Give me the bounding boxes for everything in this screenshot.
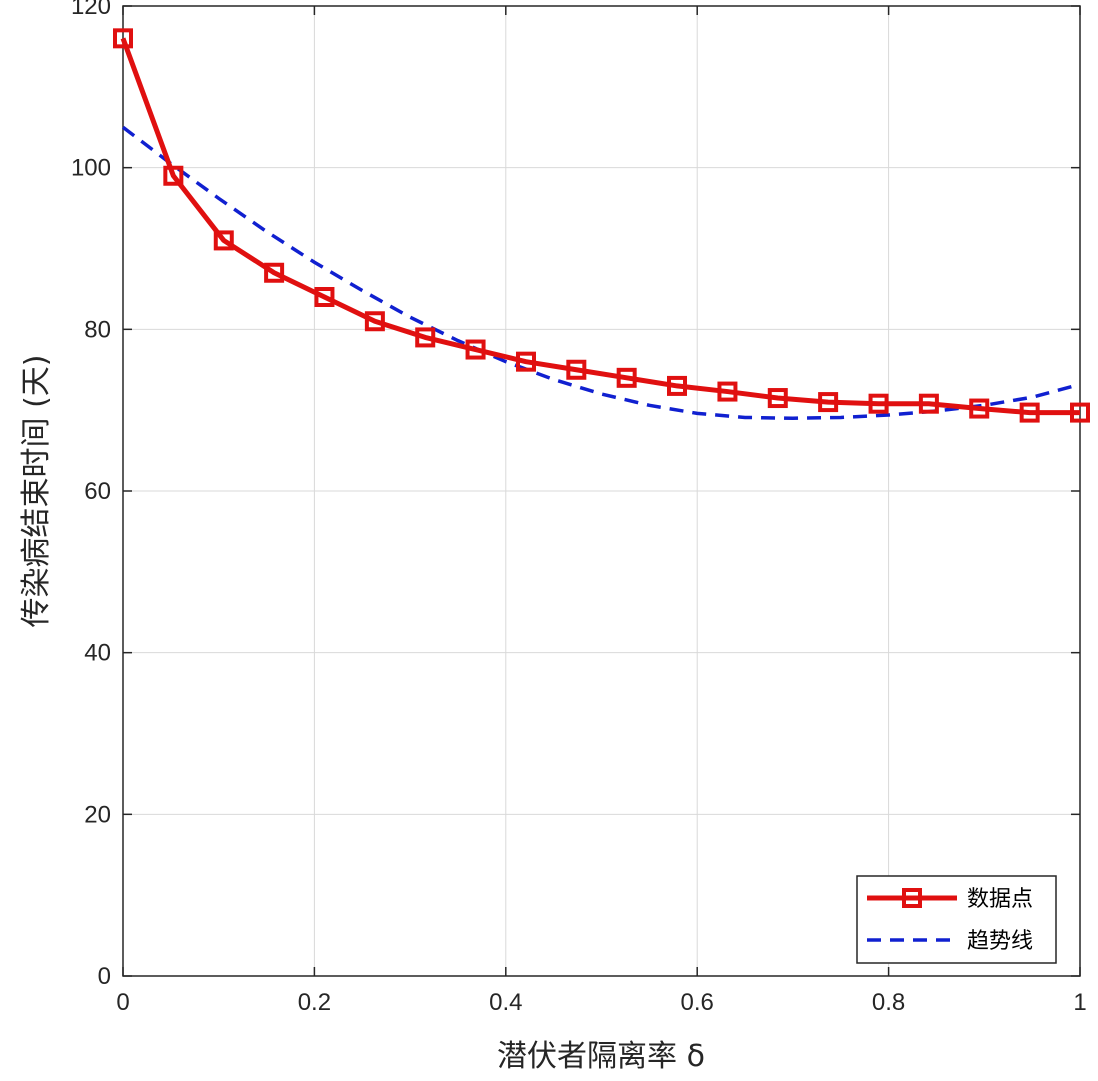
- data-point-marker: [113, 28, 133, 49]
- data-point-marker: [667, 375, 688, 396]
- data-point-marker: [264, 262, 285, 283]
- data-point-marker: [616, 367, 637, 388]
- data-point-marker: [868, 393, 889, 414]
- y-tick-label: 60: [84, 478, 111, 505]
- legend-box: [856, 875, 1057, 964]
- axis-ticks: 0 0.2 0.4 0.6 0.8 1 0 20 40 60 80 100 120: [71, 0, 1087, 1016]
- data-point-marker: [818, 392, 839, 413]
- data-point-marker: [1019, 402, 1040, 423]
- legend-label-series-2: 趋势线: [967, 929, 1033, 954]
- x-tick-label: 0.8: [872, 989, 905, 1016]
- data-point-marker: [314, 287, 335, 307]
- x-tick-label: 0.2: [298, 989, 331, 1016]
- data-point-marker: [969, 398, 990, 419]
- data-point-marker: [364, 311, 385, 332]
- data-point-marker: [767, 388, 788, 409]
- data-line: [120, 37, 1080, 416]
- data-point-marker: [415, 327, 436, 348]
- data-point-marker: [717, 381, 738, 402]
- y-tick-label: 20: [84, 801, 111, 828]
- y-tick-label: 40: [84, 640, 111, 667]
- data-point-marker: [163, 165, 184, 186]
- legend-marker-series-1: [902, 888, 922, 908]
- data-point-marker: [918, 393, 939, 414]
- data-series: [113, 28, 1090, 423]
- data-point-marker: [515, 351, 536, 372]
- y-tick-label: 0: [98, 963, 111, 990]
- y-axis-label: 传染病结束时间 (天): [19, 355, 54, 628]
- legend: 数据点 趋势线: [856, 875, 1057, 964]
- grid-lines: [122, 5, 1081, 977]
- x-tick-label: 0.6: [681, 989, 714, 1016]
- legend-label-series-1: 数据点: [967, 887, 1033, 912]
- trend-line: [121, 125, 1081, 421]
- y-tick-label: 80: [84, 316, 111, 343]
- y-tick-label: 120: [71, 0, 111, 20]
- data-point-marker: [566, 359, 587, 380]
- data-point-marker: [1070, 402, 1090, 423]
- data-point-marker: [213, 230, 234, 251]
- x-axis-label: 潜伏者隔离率 δ: [497, 1039, 705, 1074]
- data-point-marker: [465, 339, 486, 360]
- y-tick-label: 100: [71, 155, 111, 182]
- x-tick-label: 1: [1073, 989, 1086, 1016]
- x-tick-label: 0.4: [489, 989, 522, 1016]
- x-tick-label: 0: [116, 989, 129, 1016]
